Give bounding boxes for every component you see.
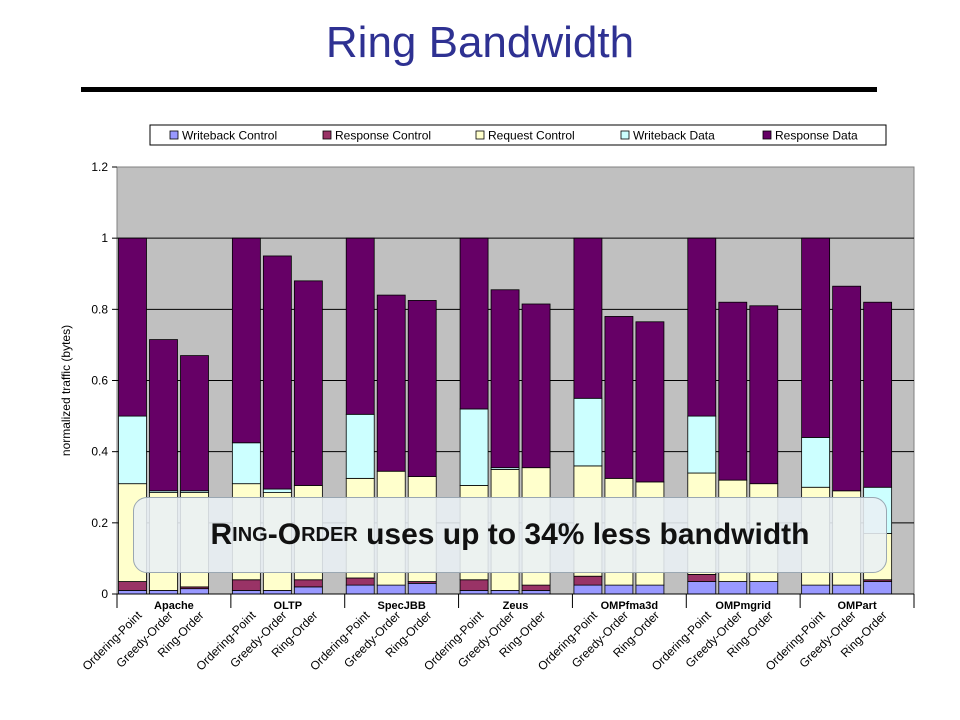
- legend: [149, 124, 887, 146]
- bar-response-data: [262, 255, 292, 490]
- bar-response-data: [801, 237, 831, 438]
- bar-writeback-control: [521, 590, 551, 595]
- bar-writeback-data: [262, 488, 292, 493]
- y-tick-label: 0: [101, 587, 108, 601]
- bar-response-data: [635, 321, 665, 483]
- bar-writeback-data: [118, 415, 147, 485]
- group-label: Apache: [154, 600, 194, 612]
- bar-writeback-control: [832, 584, 862, 595]
- bar-response-control: [293, 579, 323, 588]
- bar-writeback-control: [345, 584, 375, 595]
- bar-writeback-control: [604, 584, 634, 595]
- bar-writeback-control: [863, 581, 893, 595]
- group-label: OMPfma3d: [601, 600, 658, 612]
- bar-writeback-control: [407, 582, 437, 595]
- bar-response-control: [118, 581, 147, 591]
- bar-response-data: [687, 237, 717, 417]
- bar-response-control: [231, 579, 261, 591]
- legend-label: Response Control: [335, 129, 431, 143]
- callout-message: uses up to 34% less bandwidth: [357, 518, 810, 551]
- bar-writeback-control: [262, 590, 292, 595]
- bar-writeback-data: [231, 442, 261, 485]
- bar-response-data: [180, 355, 209, 492]
- bar-response-data: [749, 305, 779, 485]
- y-tick-label: 0.8: [91, 302, 108, 316]
- bar-writeback-control: [149, 590, 178, 595]
- legend-swatch: [169, 130, 179, 140]
- legend-label: Request Control: [488, 129, 575, 143]
- callout-order-rest: RDER: [301, 523, 358, 546]
- legend-swatch: [322, 130, 332, 140]
- bar-writeback-control: [801, 584, 831, 595]
- bar-writeback-control: [293, 586, 323, 595]
- callout-ring-rest: ING: [232, 523, 268, 546]
- y-axis-label: normalized traffic (bytes): [59, 325, 73, 456]
- bar-writeback-control: [687, 581, 717, 595]
- y-tick-label: 0.2: [91, 516, 108, 530]
- bar-writeback-control: [231, 590, 261, 595]
- bar-response-data: [149, 339, 178, 492]
- bar-writeback-control: [749, 581, 779, 595]
- callout-hyphen: -: [267, 518, 278, 551]
- bar-response-data: [490, 289, 520, 469]
- bar-writeback-control: [376, 584, 406, 595]
- bar-response-control: [687, 574, 717, 582]
- bar-writeback-data: [573, 397, 603, 467]
- bar-response-data: [231, 237, 261, 444]
- y-tick-label: 0.6: [91, 374, 108, 388]
- legend-label: Response Data: [775, 129, 858, 143]
- legend-swatch: [762, 130, 772, 140]
- bar-response-data: [832, 285, 862, 492]
- bar-writeback-control: [118, 590, 147, 595]
- bar-response-data: [459, 237, 489, 410]
- bar-writeback-data: [345, 413, 375, 479]
- group-label: OMPart: [838, 600, 877, 612]
- bar-response-control: [573, 575, 603, 586]
- legend-swatch: [475, 130, 485, 140]
- legend-label: Writeback Data: [633, 129, 715, 143]
- bar-response-data: [573, 237, 603, 399]
- group-label: OMPmgrid: [715, 600, 771, 612]
- bar-response-data: [718, 301, 748, 481]
- bar-writeback-data: [801, 437, 831, 488]
- bar-response-data: [376, 294, 406, 472]
- bar-response-data: [293, 280, 323, 486]
- callout-ring-initial: R: [210, 518, 233, 551]
- group-label: Zeus: [503, 600, 529, 612]
- bar-response-control: [459, 579, 489, 591]
- bar-writeback-data: [459, 408, 489, 486]
- bar-writeback-control: [718, 581, 748, 595]
- bar-writeback-control: [180, 588, 209, 595]
- y-tick-label: 1: [101, 231, 108, 245]
- bar-response-data: [521, 303, 551, 469]
- bar-response-data: [604, 316, 634, 479]
- bar-response-control: [521, 584, 551, 591]
- y-tick-label: 1.2: [91, 160, 108, 174]
- callout-order-initial: O: [277, 518, 302, 551]
- title-underline: [81, 87, 877, 92]
- callout-box: R ING - O RDER uses up to 34% less bandwidth: [133, 497, 887, 573]
- bar-response-data: [407, 300, 437, 477]
- bar-response-data: [345, 237, 375, 415]
- bar-response-data: [118, 237, 147, 417]
- bar-response-data: [863, 301, 893, 488]
- bar-writeback-data: [687, 415, 717, 474]
- bar-writeback-control: [635, 584, 665, 595]
- bar-response-control: [345, 577, 375, 586]
- group-label: SpecJBB: [377, 600, 425, 612]
- legend-swatch: [620, 130, 630, 140]
- bar-writeback-control: [490, 590, 520, 595]
- y-tick-label: 0.4: [91, 445, 108, 459]
- legend-label: Writeback Control: [182, 129, 277, 143]
- bar-writeback-control: [573, 584, 603, 595]
- group-label: OLTP: [274, 600, 303, 612]
- slide-title: Ring Bandwidth: [325, 18, 635, 67]
- bar-writeback-control: [459, 590, 489, 595]
